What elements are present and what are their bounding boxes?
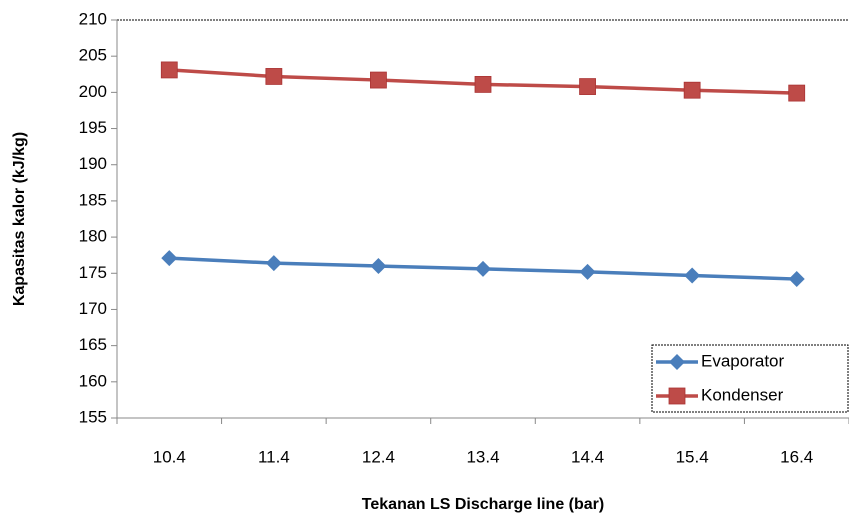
legend: Evaporator Kondenser: [652, 345, 848, 412]
x-tick-label: 11.4: [258, 447, 290, 466]
data-point: [789, 271, 805, 287]
x-axis-title: Tekanan LS Discharge line (bar): [362, 496, 604, 513]
data-point: [684, 82, 700, 98]
data-point: [580, 79, 596, 95]
legend-marker: [669, 388, 685, 404]
legend-label: Kondenser: [701, 385, 784, 404]
data-point: [266, 255, 282, 271]
data-point: [789, 85, 805, 101]
x-tick-label: 14.4: [571, 447, 604, 466]
y-tick-label: 195: [79, 118, 107, 137]
y-tick-label: 180: [79, 227, 107, 246]
x-tick-label: 16.4: [780, 447, 813, 466]
y-tick-label: 155: [79, 407, 107, 426]
data-point: [161, 250, 177, 266]
y-tick-label: 190: [79, 154, 107, 173]
data-point: [475, 76, 491, 92]
y-tick-label: 165: [79, 335, 107, 354]
y-tick-label: 160: [79, 371, 107, 390]
data-point: [266, 68, 282, 84]
data-point: [580, 264, 596, 280]
y-tick-label: 185: [79, 190, 107, 209]
data-point: [161, 62, 177, 78]
chart: Tekanan LS Discharge line (bar) Kapasita…: [0, 0, 849, 520]
y-axis-title: Kapasitas kalor (kJ/kg): [11, 132, 28, 306]
x-tick-label: 13.4: [466, 447, 499, 466]
data-point: [370, 72, 386, 88]
x-tick-label: 15.4: [676, 447, 709, 466]
legend-label: Evaporator: [701, 351, 784, 370]
y-tick-label: 175: [79, 263, 107, 282]
y-tick-label: 205: [79, 46, 107, 65]
y-tick-label: 200: [79, 82, 107, 101]
data-point: [475, 261, 491, 277]
x-tick-label: 12.4: [362, 447, 395, 466]
y-tick-label: 170: [79, 299, 107, 318]
data-point: [684, 267, 700, 283]
x-tick-label: 10.4: [153, 447, 186, 466]
page: {"chart_data": {"type": "line", "x_label…: [0, 0, 849, 520]
data-point: [370, 258, 386, 274]
y-tick-label: 210: [79, 9, 107, 28]
